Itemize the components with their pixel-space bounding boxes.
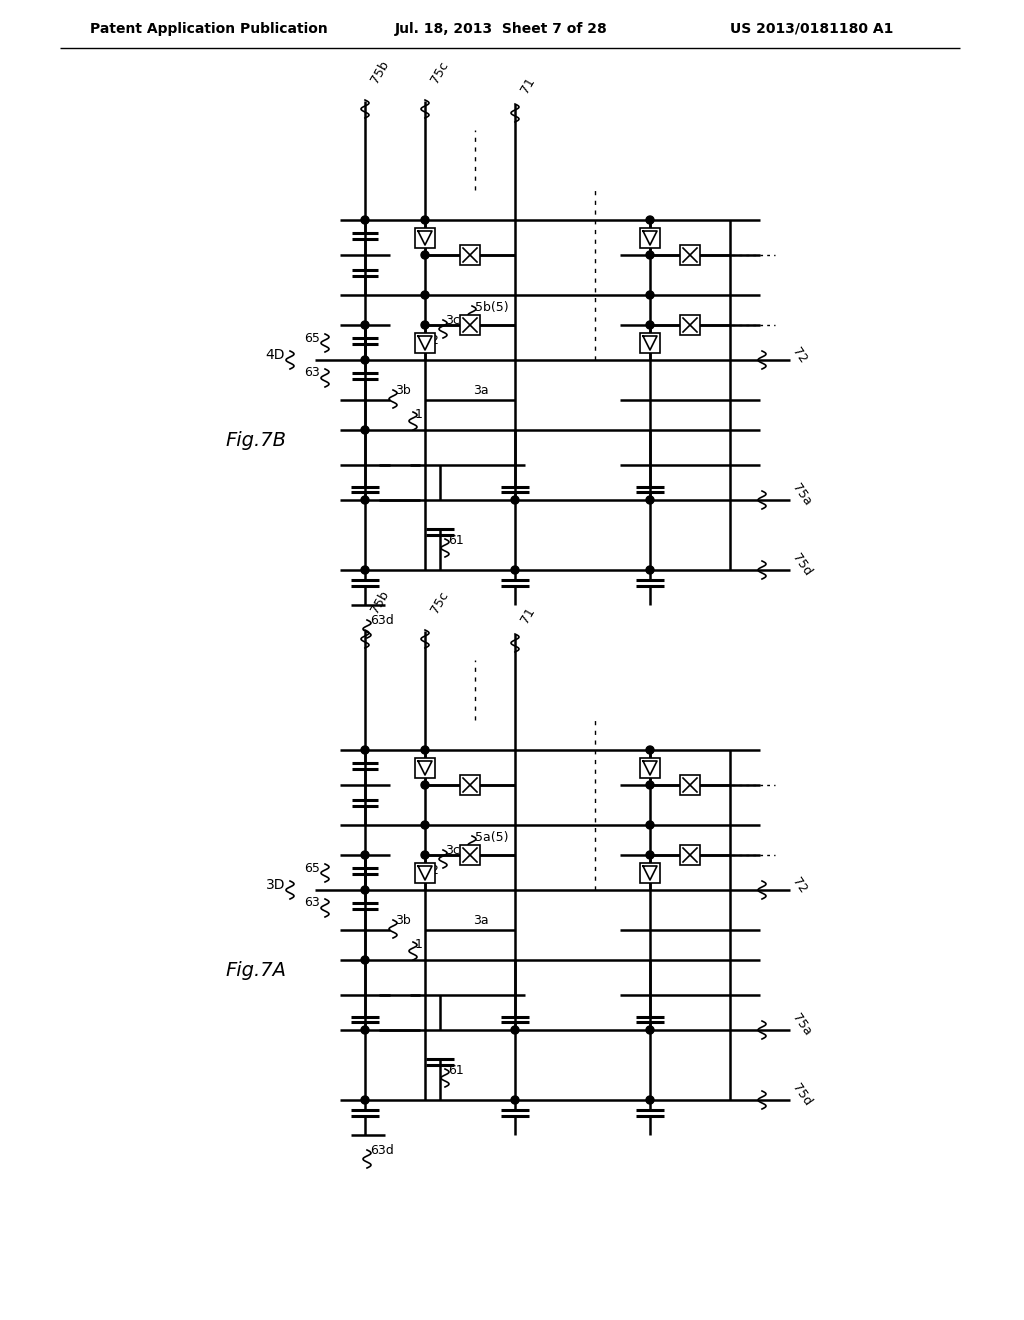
Text: Jul. 18, 2013  Sheet 7 of 28: Jul. 18, 2013 Sheet 7 of 28 <box>395 22 608 36</box>
Text: 75c: 75c <box>428 58 451 84</box>
Text: 75a: 75a <box>790 1011 814 1039</box>
Text: 72: 72 <box>790 345 810 366</box>
Circle shape <box>421 821 429 829</box>
Text: 63d: 63d <box>370 614 394 627</box>
Text: 75b: 75b <box>368 587 391 615</box>
Bar <box>460 246 480 265</box>
Circle shape <box>646 290 654 300</box>
Circle shape <box>421 746 429 754</box>
Circle shape <box>646 781 654 789</box>
Circle shape <box>646 251 654 259</box>
Bar <box>415 228 435 248</box>
Text: 5b(5): 5b(5) <box>475 301 509 314</box>
Text: 4D: 4D <box>265 348 285 362</box>
Text: 3D: 3D <box>265 878 285 892</box>
Circle shape <box>361 956 369 964</box>
Circle shape <box>361 746 369 754</box>
Circle shape <box>646 216 654 224</box>
Text: 63d: 63d <box>370 1143 394 1156</box>
Text: 3b: 3b <box>395 913 411 927</box>
Text: 61: 61 <box>449 1064 464 1077</box>
Circle shape <box>361 1096 369 1104</box>
Text: 63: 63 <box>304 367 319 380</box>
Text: Fig.7B: Fig.7B <box>225 430 286 450</box>
Bar <box>460 315 480 335</box>
Circle shape <box>511 1096 519 1104</box>
Text: 1: 1 <box>415 939 423 952</box>
Text: 1: 1 <box>415 408 423 421</box>
Bar <box>680 246 700 265</box>
Circle shape <box>361 566 369 574</box>
Bar <box>415 863 435 883</box>
Circle shape <box>361 321 369 329</box>
Circle shape <box>361 496 369 504</box>
Text: 71: 71 <box>518 75 538 95</box>
Text: 3a: 3a <box>473 384 488 396</box>
Circle shape <box>421 216 429 224</box>
Circle shape <box>361 1026 369 1034</box>
Circle shape <box>361 356 369 364</box>
Bar <box>680 845 700 865</box>
Circle shape <box>646 746 654 754</box>
Circle shape <box>646 321 654 329</box>
Text: 5a(5): 5a(5) <box>475 830 509 843</box>
Text: Patent Application Publication: Patent Application Publication <box>90 22 328 36</box>
Circle shape <box>361 851 369 859</box>
Circle shape <box>361 886 369 894</box>
Bar <box>460 845 480 865</box>
Text: 75b: 75b <box>368 58 391 84</box>
Text: 3b: 3b <box>395 384 411 396</box>
Text: 71: 71 <box>518 605 538 624</box>
Text: 2: 2 <box>430 865 438 878</box>
Text: US 2013/0181180 A1: US 2013/0181180 A1 <box>730 22 893 36</box>
Circle shape <box>421 251 429 259</box>
Circle shape <box>511 496 519 504</box>
Circle shape <box>511 1026 519 1034</box>
Circle shape <box>646 1096 654 1104</box>
Circle shape <box>511 566 519 574</box>
Circle shape <box>646 496 654 504</box>
Text: Fig.7A: Fig.7A <box>225 961 286 979</box>
Bar <box>415 333 435 352</box>
Circle shape <box>421 290 429 300</box>
Circle shape <box>421 851 429 859</box>
Text: 65: 65 <box>304 862 319 874</box>
Text: 61: 61 <box>449 533 464 546</box>
Bar <box>460 775 480 795</box>
Text: 75c: 75c <box>428 589 451 615</box>
Circle shape <box>421 321 429 329</box>
Bar <box>415 758 435 777</box>
Text: 3a: 3a <box>473 913 488 927</box>
Text: 3c: 3c <box>445 314 460 327</box>
Circle shape <box>421 781 429 789</box>
Text: 75d: 75d <box>790 1081 814 1109</box>
Text: 75a: 75a <box>790 482 814 508</box>
Circle shape <box>646 821 654 829</box>
Circle shape <box>646 1026 654 1034</box>
Circle shape <box>361 216 369 224</box>
Circle shape <box>361 426 369 434</box>
Text: 75d: 75d <box>790 552 814 578</box>
Text: 72: 72 <box>790 875 810 895</box>
Text: 3c: 3c <box>445 845 460 858</box>
Bar <box>680 315 700 335</box>
Bar <box>640 758 660 777</box>
Text: 63: 63 <box>304 896 319 909</box>
Circle shape <box>646 566 654 574</box>
Circle shape <box>646 851 654 859</box>
Bar <box>640 863 660 883</box>
Text: 65: 65 <box>304 331 319 345</box>
Text: 2: 2 <box>430 334 438 347</box>
Bar <box>640 333 660 352</box>
Bar <box>640 228 660 248</box>
Bar <box>680 775 700 795</box>
